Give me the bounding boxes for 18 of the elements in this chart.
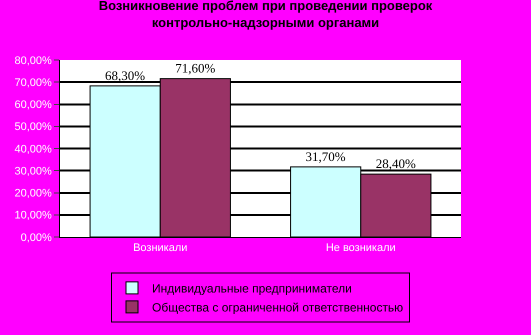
y-tick-label: 0,00% xyxy=(20,232,52,244)
data-label: 68,30% xyxy=(105,68,146,83)
y-tick-label: 30,00% xyxy=(14,165,52,178)
y-tick-label: 70,00% xyxy=(14,76,52,89)
legend-label: Общества с ограниченной ответственностью xyxy=(152,300,404,315)
y-tick-label: 80,00% xyxy=(14,54,52,67)
y-tick-label: 60,00% xyxy=(14,99,52,112)
y-tick-label: 50,00% xyxy=(14,121,52,134)
x-tick-label: Не возникали xyxy=(326,242,396,254)
legend-label: Индивидуальные предприниматели xyxy=(152,282,352,296)
x-tick-label: Возникали xyxy=(133,242,188,254)
y-tick-label: 10,00% xyxy=(14,210,52,222)
y-tick-label: 40,00% xyxy=(14,143,52,156)
data-label: 31,70% xyxy=(306,148,346,164)
chart-title: Возникновение проблем при проведении проверок контрольно-надзорными органами xyxy=(98,0,433,30)
data-label: 71,60% xyxy=(175,60,216,76)
data-label: 28,40% xyxy=(376,156,416,172)
y-tick-label: 20,00% xyxy=(14,188,52,200)
